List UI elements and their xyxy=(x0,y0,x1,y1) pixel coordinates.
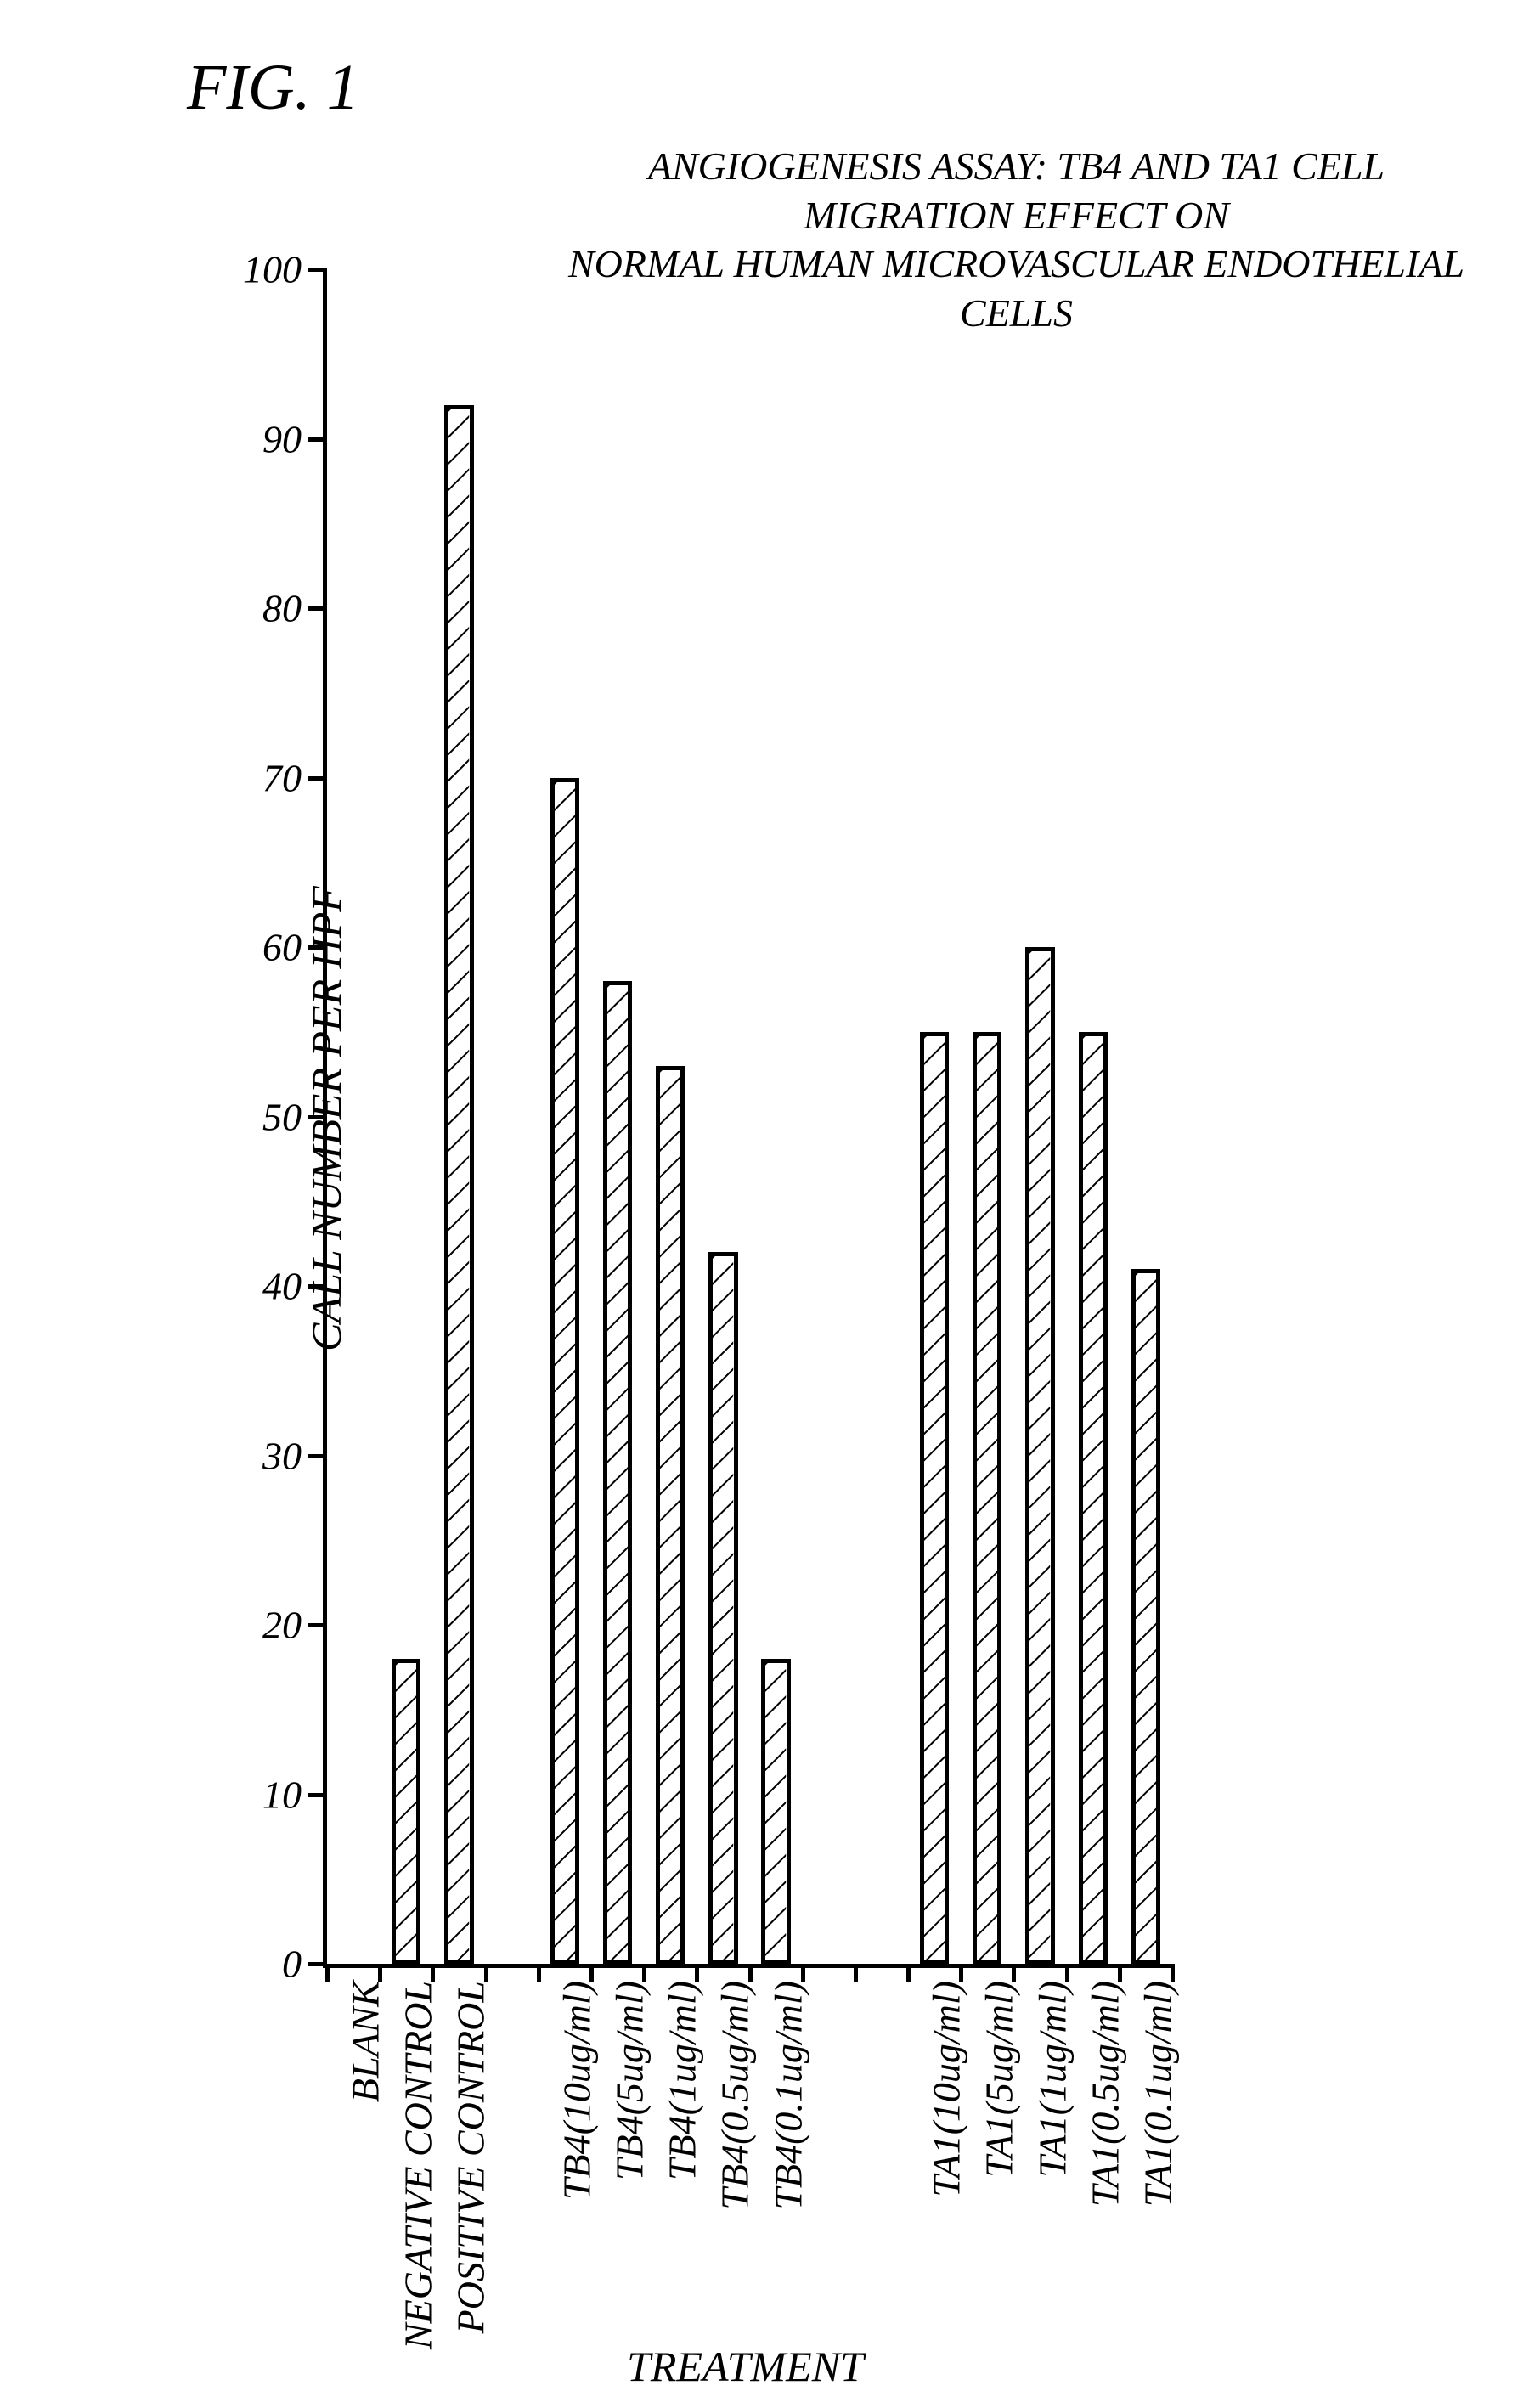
figure-label: FIG. 1 xyxy=(187,51,1506,125)
bar xyxy=(550,778,579,1965)
bar xyxy=(1131,1269,1160,1964)
x-axis-label: TREATMENT xyxy=(627,2342,864,2391)
x-category-label: TA1(1ug/ml) xyxy=(1029,1964,1075,2178)
bar xyxy=(973,1032,1001,1964)
y-tick-label: 50 xyxy=(234,1094,302,1139)
bar xyxy=(1079,1032,1108,1964)
y-tick xyxy=(308,776,327,781)
x-tick xyxy=(906,1964,911,1982)
x-category-label: TA1(5ug/ml) xyxy=(977,1964,1022,2178)
x-category-label: TA1(10ug/ml) xyxy=(924,1964,969,2197)
x-category-label: TA1(0.5ug/ml) xyxy=(1082,1964,1127,2207)
bar xyxy=(1025,947,1054,1964)
x-category-label: POSITIVE CONTROL xyxy=(448,1964,494,2333)
y-tick xyxy=(308,945,327,950)
y-tick xyxy=(308,1962,327,1966)
y-tick-label: 80 xyxy=(234,586,302,631)
plot-area: 0102030405060708090100BLANKNEGATIVE CONT… xyxy=(323,269,1172,1968)
x-category-label: TA1(0.1ug/ml) xyxy=(1135,1964,1180,2207)
chart-title-line1: ANGIOGENESIS ASSAY: TB4 AND TA1 CELL MIG… xyxy=(648,144,1385,237)
x-category-label: TB4(5ug/ml) xyxy=(607,1964,652,2180)
bar xyxy=(444,405,473,1964)
x-category-label: TB4(0.5ug/ml) xyxy=(713,1964,758,2210)
y-tick xyxy=(308,1793,327,1797)
y-tick xyxy=(308,606,327,611)
bar xyxy=(603,981,632,1964)
bar xyxy=(920,1032,949,1964)
x-category-label: BLANK xyxy=(343,1964,388,2102)
y-tick-label: 30 xyxy=(234,1433,302,1478)
bar xyxy=(392,1659,420,1964)
y-tick xyxy=(308,1115,327,1119)
y-tick xyxy=(308,437,327,442)
y-tick-label: 10 xyxy=(234,1772,302,1817)
y-tick xyxy=(308,268,327,272)
x-category-label: NEGATIVE CONTROL xyxy=(396,1964,441,2349)
y-tick xyxy=(308,1454,327,1458)
x-category-label: TB4(0.1ug/ml) xyxy=(765,1964,810,2210)
x-tick xyxy=(854,1964,858,1982)
y-tick-label: 100 xyxy=(234,247,302,292)
bar xyxy=(761,1659,790,1964)
y-tick-label: 40 xyxy=(234,1264,302,1309)
page: FIG. 1 ANGIOGENESIS ASSAY: TB4 AND TA1 C… xyxy=(0,0,1540,2196)
x-tick xyxy=(537,1964,541,1982)
y-tick-label: 70 xyxy=(234,755,302,800)
y-tick-label: 20 xyxy=(234,1603,302,1648)
y-tick xyxy=(308,1284,327,1289)
x-category-label: TB4(10ug/ml) xyxy=(554,1964,599,2200)
y-tick xyxy=(308,1623,327,1627)
chart-container: ANGIOGENESIS ASSAY: TB4 AND TA1 CELL MIG… xyxy=(34,142,1506,2095)
x-tick xyxy=(325,1964,330,1982)
y-tick-label: 0 xyxy=(234,1942,302,1987)
bar xyxy=(656,1066,685,1964)
y-tick-label: 60 xyxy=(234,925,302,970)
bar xyxy=(708,1252,737,1964)
x-category-label: TB4(1ug/ml) xyxy=(660,1964,705,2180)
y-tick-label: 90 xyxy=(234,416,302,461)
